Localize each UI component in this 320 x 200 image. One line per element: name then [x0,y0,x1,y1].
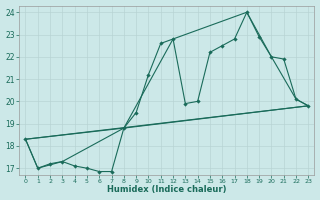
X-axis label: Humidex (Indice chaleur): Humidex (Indice chaleur) [107,185,227,194]
